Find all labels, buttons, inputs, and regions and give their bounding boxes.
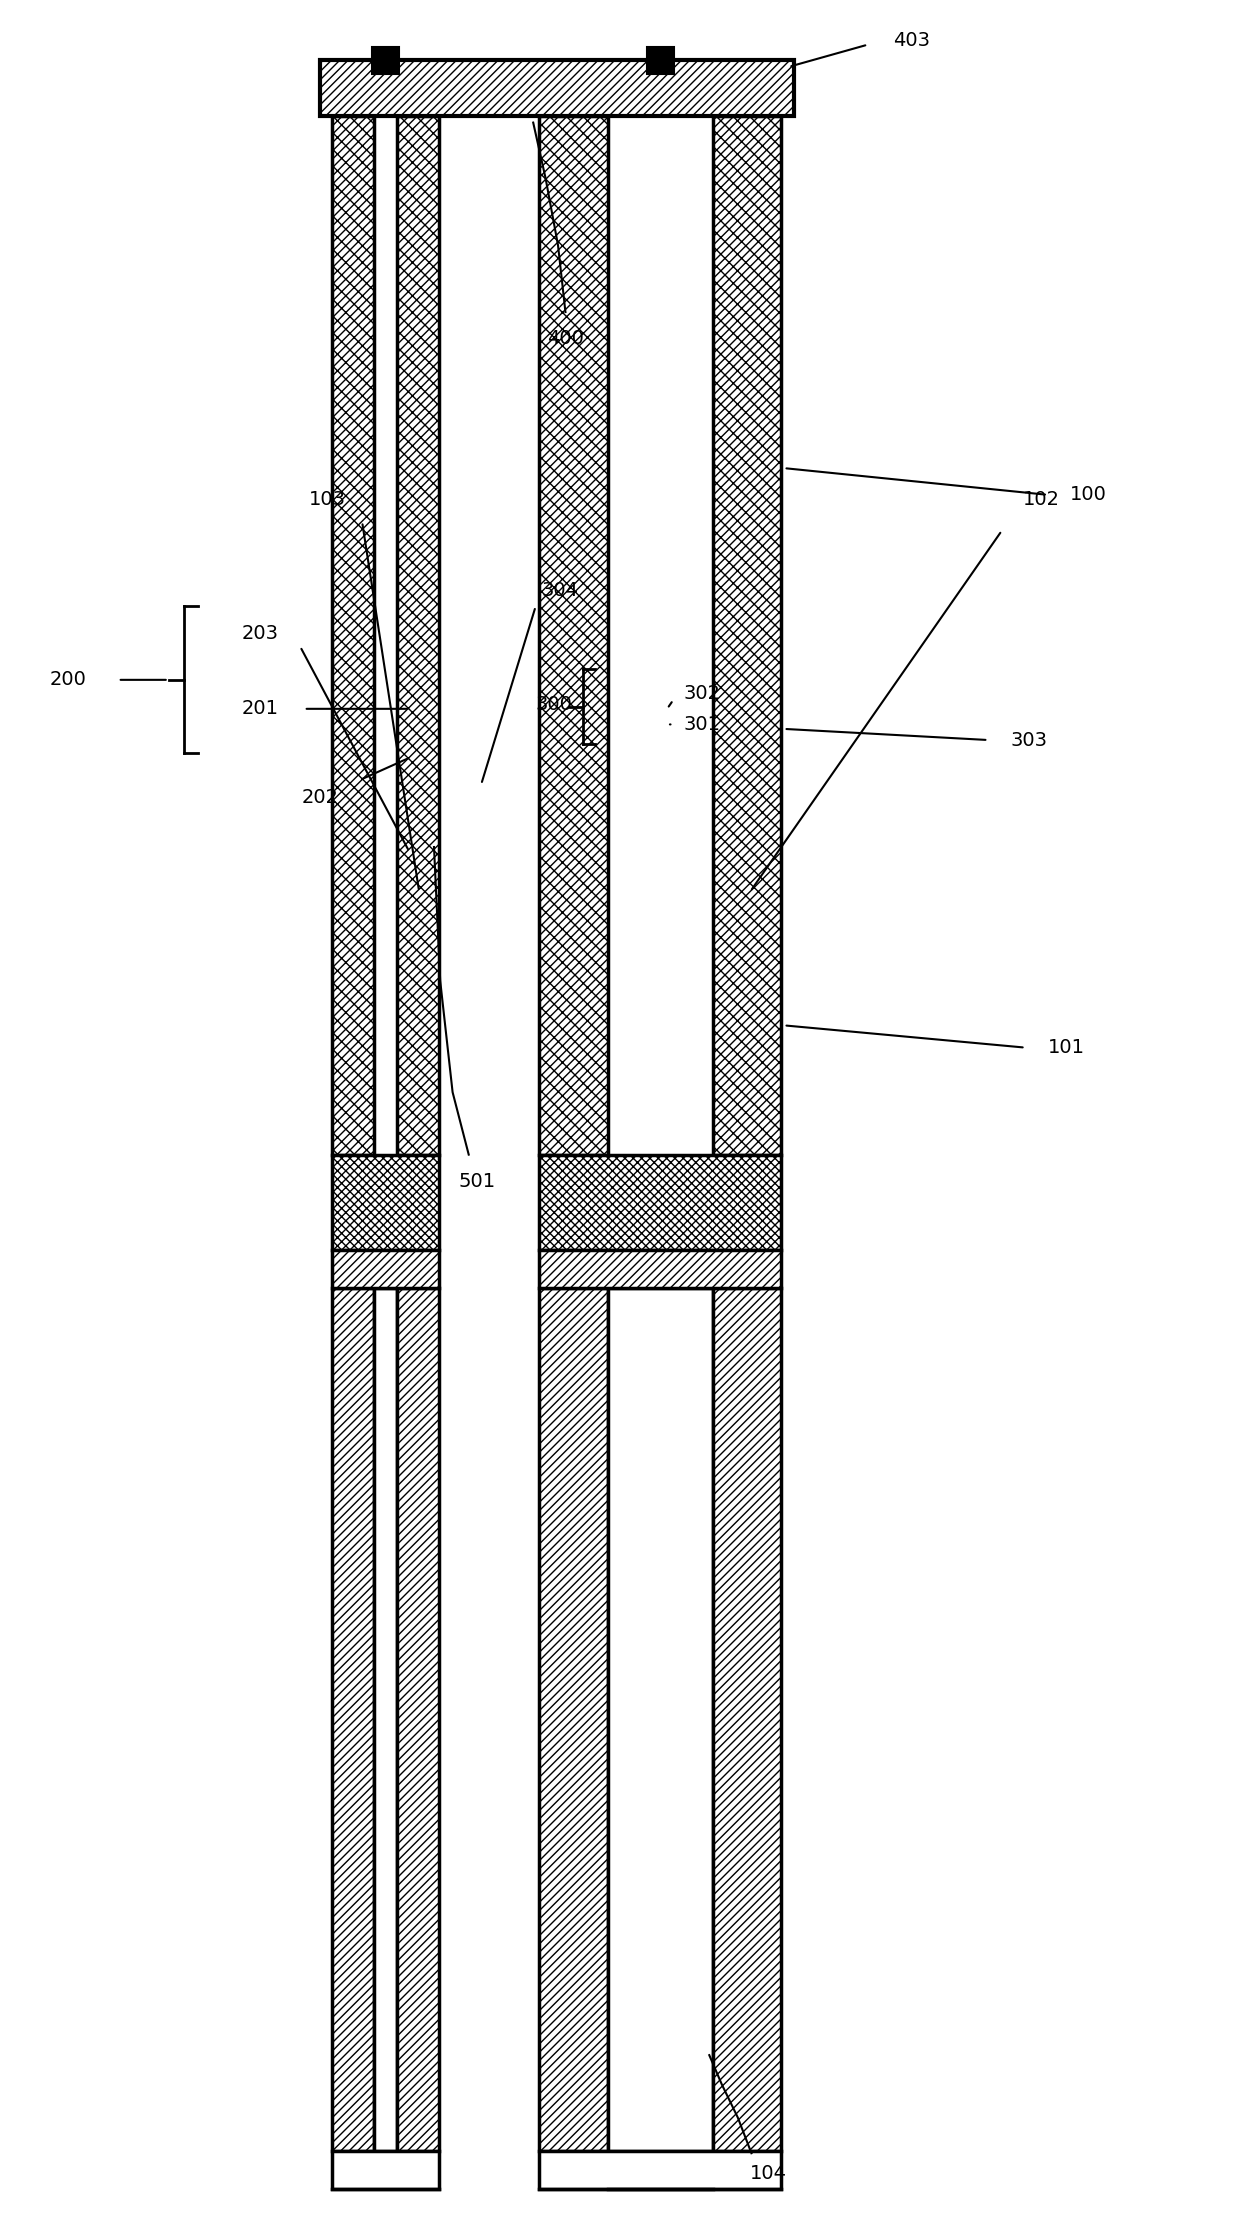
Bar	[539, 116, 608, 1155]
Bar	[539, 2151, 781, 2189]
Bar	[374, 1288, 397, 2151]
Text: 201: 201	[242, 700, 279, 718]
Bar	[332, 1250, 439, 1288]
Bar	[397, 1288, 439, 2151]
Text: 202: 202	[301, 789, 339, 807]
Text: 304: 304	[542, 582, 579, 600]
Bar	[332, 1288, 374, 2151]
Text: 101: 101	[1048, 1039, 1085, 1057]
Bar	[332, 1250, 439, 1288]
Bar	[320, 60, 794, 116]
Text: 501: 501	[459, 1172, 496, 1190]
Text: 203: 203	[242, 624, 279, 642]
Text: 200: 200	[50, 671, 87, 689]
Bar	[539, 1288, 608, 2151]
Text: 103: 103	[309, 490, 346, 508]
Bar	[539, 1250, 781, 1288]
Bar	[320, 60, 794, 116]
Bar	[539, 1155, 781, 1250]
Bar	[397, 116, 439, 1155]
Text: 403: 403	[893, 31, 930, 49]
Bar	[397, 116, 439, 1155]
Bar	[332, 116, 374, 1155]
Bar	[397, 1288, 439, 2151]
Bar	[332, 1288, 374, 2151]
Bar	[372, 47, 399, 74]
Bar	[332, 2151, 439, 2189]
Text: 302: 302	[683, 684, 720, 702]
Bar	[713, 116, 781, 1155]
Bar	[713, 1288, 781, 2151]
Bar	[539, 116, 608, 1155]
Text: 104: 104	[750, 2164, 787, 2182]
Bar	[332, 1155, 439, 1250]
Bar	[713, 1288, 781, 2151]
Bar	[332, 1155, 439, 1250]
Text: 400: 400	[547, 330, 584, 348]
Bar	[539, 1288, 608, 2151]
Bar	[713, 116, 781, 1155]
Text: 102: 102	[1023, 490, 1060, 508]
Text: 303: 303	[1011, 731, 1048, 749]
Bar	[332, 116, 374, 1155]
Text: 100: 100	[1070, 486, 1107, 504]
Text: 300: 300	[536, 695, 573, 713]
Bar	[539, 1155, 781, 1250]
Bar	[647, 47, 675, 74]
Bar	[608, 1288, 713, 2151]
Text: 301: 301	[683, 716, 720, 733]
Bar	[539, 1250, 781, 1288]
